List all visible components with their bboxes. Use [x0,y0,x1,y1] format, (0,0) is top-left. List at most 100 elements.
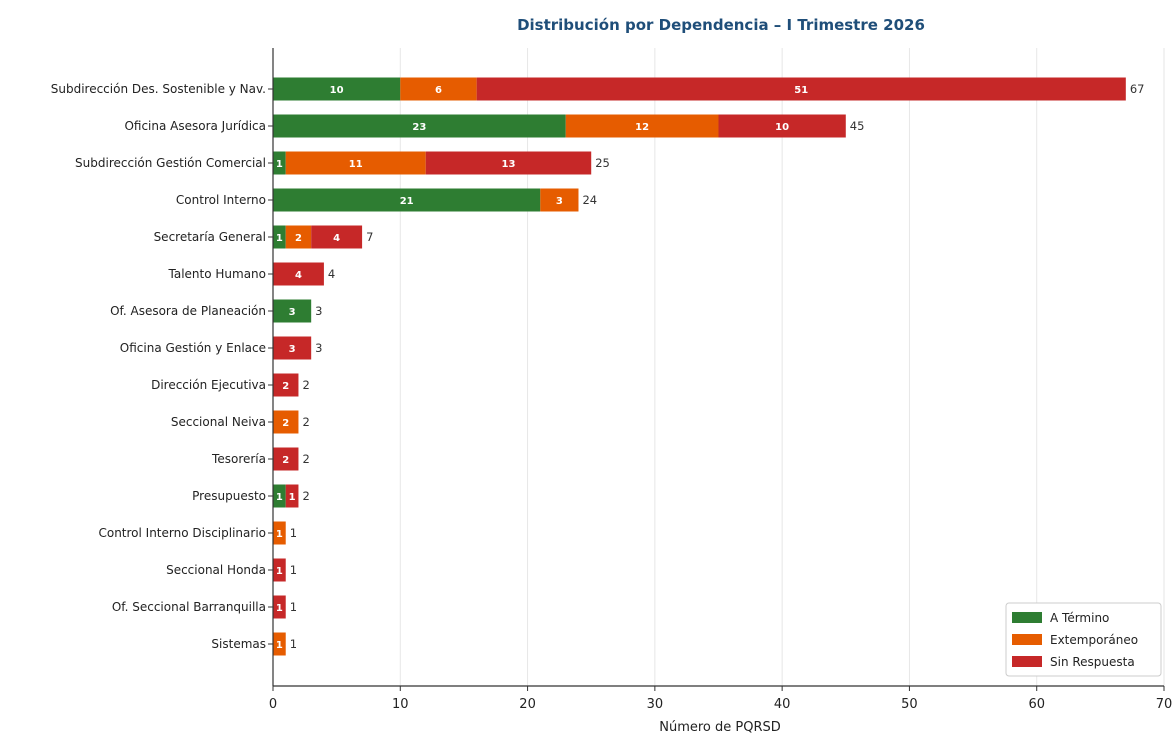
x-tick-label: 0 [269,697,277,712]
total-value-label: 1 [290,600,297,614]
total-value-label: 1 [290,563,297,577]
bar-segment [273,373,299,397]
segment-value-label: 3 [289,307,296,318]
segment-value-label: 2 [282,418,289,429]
total-value-label: 2 [302,378,309,392]
category-label: Presupuesto [192,489,266,503]
segment-value-label: 1 [276,492,283,503]
total-value-label: 1 [290,637,297,651]
segment-value-label: 51 [794,85,808,96]
bar-segment [273,262,324,286]
x-tick-label: 60 [1028,697,1045,712]
legend-label: Extemporáneo [1050,633,1138,647]
total-value-label: 24 [582,193,597,207]
bar-segment [273,521,286,545]
bar-segment [273,77,401,101]
segment-value-label: 1 [276,529,283,540]
bar-segment [273,151,286,175]
bar-segment [273,558,286,582]
segment-value-label: 1 [276,640,283,651]
bar-segment [273,225,286,249]
category-label: Seccional Neiva [171,415,266,429]
category-label: Tesorería [211,452,266,466]
segment-value-label: 3 [556,196,563,207]
category-label: Seccional Honda [166,563,266,577]
category-label: Control Interno [176,193,266,207]
category-label: Oficina Asesora Jurídica [124,119,266,133]
segment-value-label: 13 [502,159,516,170]
segment-value-label: 3 [289,344,296,355]
category-label: Sistemas [211,637,266,651]
segment-value-label: 2 [295,233,302,244]
bar-segment [285,151,426,175]
segment-value-label: 23 [412,122,426,133]
segment-value-label: 21 [400,196,414,207]
bar-segment [273,632,286,656]
category-label: Of. Asesora de Planeación [110,304,266,318]
bar-segment [285,225,312,249]
legend-box [1005,602,1162,677]
bar-segment [565,114,719,138]
segment-value-label: 1 [276,233,283,244]
segment-value-label: 6 [435,85,442,96]
category-label: Dirección Ejecutiva [151,378,266,392]
bar-segment [718,114,846,138]
total-value-label: 1 [290,526,297,540]
segment-value-label: 10 [775,122,789,133]
total-value-label: 45 [850,119,865,133]
segment-value-label: 1 [276,603,283,614]
segment-value-label: 4 [333,233,340,244]
legend-label: A Término [1050,611,1109,625]
legend-swatch [1012,634,1042,645]
category-label: Of. Seccional Barranquilla [112,600,266,614]
category-label: Subdirección Gestión Comercial [75,156,266,170]
x-tick-label: 70 [1156,697,1173,712]
segment-value-label: 2 [282,381,289,392]
total-value-label: 25 [595,156,610,170]
bar-segment [273,188,541,212]
total-value-label: 2 [302,489,309,503]
axes: 0 10 20 30 40 50 60 70 Subdirección Des. Sosteni… [51,48,1173,712]
segment-value-label: 11 [349,159,363,170]
segment-value-label: 4 [295,270,302,281]
chart-title: Distribución por Dependencia – I Trimest… [517,16,925,34]
bar-segment [400,77,477,101]
legend: A Término Extemporáneo Sin Respuesta [1005,602,1162,677]
total-value-label: 2 [302,415,309,429]
total-value-label: 3 [315,304,322,318]
category-label: Control Interno Disciplinario [98,526,266,540]
bar-segment [273,336,312,360]
segment-value-label: 1 [289,492,296,503]
total-value-label: 3 [315,341,322,355]
x-tick-label: 20 [519,697,536,712]
x-tick-label: 10 [392,697,409,712]
category-label: Oficina Gestión y Enlace [120,341,266,355]
category-label: Talento Humano [168,267,267,281]
x-tick-label: 50 [901,697,918,712]
bar-segment [273,410,299,434]
segment-value-label: 12 [635,122,649,133]
bar-segment [285,484,299,508]
total-value-label: 7 [366,230,373,244]
category-label: Subdirección Des. Sostenible y Nav. [51,82,266,96]
bar-segment [273,114,566,138]
x-tick-label: 30 [647,697,664,712]
bar-segment [273,484,286,508]
bar-segment [425,151,592,175]
bar-segment [476,77,1126,101]
grid [399,48,1165,686]
segment-value-label: 10 [330,85,344,96]
bar-segment [311,225,363,249]
legend-label: Sin Respuesta [1050,655,1135,669]
category-label: Secretaría General [154,230,266,244]
x-tick-label: 40 [774,697,791,712]
segment-value-label: 1 [276,159,283,170]
legend-swatch [1012,656,1042,667]
total-value-label: 2 [302,452,309,466]
bar-segment [273,595,286,619]
x-axis-label: Número de PQRSD [659,720,781,735]
total-value-label: 4 [328,267,335,281]
bar-segment [273,447,299,471]
